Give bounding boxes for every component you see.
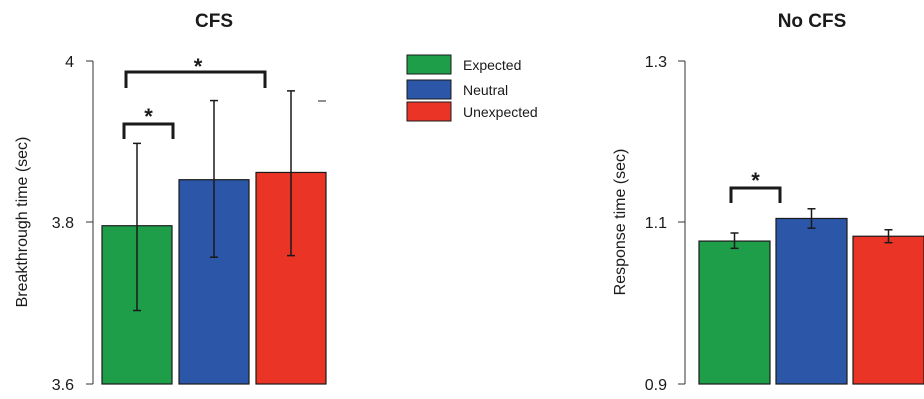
no-cfs-sig-star-expected-neutral: * <box>751 168 760 193</box>
legend-swatch-neutral <box>407 80 451 99</box>
no-cfs-bar-expected <box>699 241 770 384</box>
no-cfs-marks <box>699 209 924 384</box>
no-cfs-title: No CFS <box>778 11 847 32</box>
cfs-y-axis-title: Breakthrough time (sec) <box>14 137 31 308</box>
no-cfs-bar-unexpected <box>853 236 924 384</box>
legend: Expected Neutral Unexpected <box>407 55 538 121</box>
legend-swatch-unexpected <box>407 102 451 121</box>
cfs-sig-star-expected-neutral: * <box>144 104 153 129</box>
legend-label-unexpected: Unexpected <box>463 104 538 120</box>
cfs-y-tick-label-mid: 3.8 <box>52 215 74 232</box>
cfs-y-tick-label-top: 4 <box>65 54 74 71</box>
legend-swatch-expected <box>407 55 451 74</box>
no-cfs-bar-neutral <box>776 218 847 384</box>
legend-label-expected: Expected <box>463 57 521 73</box>
no-cfs-panel: No CFS 1.3 1.1 0.9 Response time (sec) * <box>612 11 924 394</box>
cfs-panel: CFS 4 3.8 3.6 Breakthrough time (sec) * … <box>14 11 326 394</box>
no-cfs-y-tick-label-top: 1.3 <box>645 54 667 71</box>
no-cfs-y-axis-title: Response time (sec) <box>612 149 629 296</box>
cfs-marks <box>102 91 326 384</box>
cfs-y-tick-label-bottom: 3.6 <box>52 377 74 394</box>
no-cfs-y-tick-label-mid: 1.1 <box>645 215 667 232</box>
cfs-title: CFS <box>195 11 233 32</box>
cfs-sig-star-expected-unexpected: * <box>194 54 203 79</box>
no-cfs-y-tick-label-bottom: 0.9 <box>645 377 667 394</box>
legend-label-neutral: Neutral <box>463 82 508 98</box>
